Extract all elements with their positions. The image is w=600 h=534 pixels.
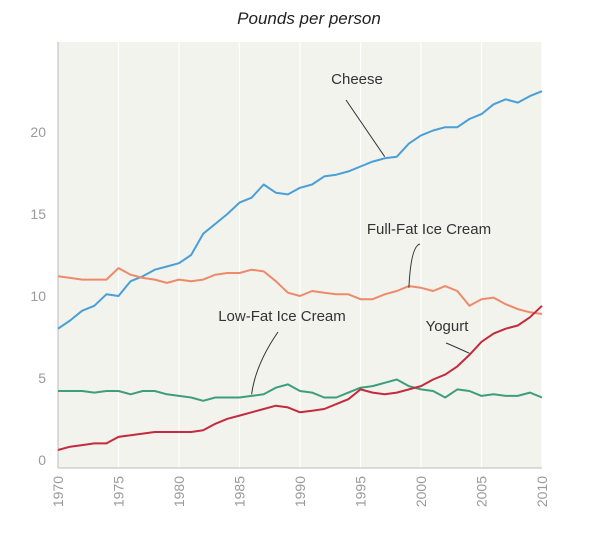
series-lines bbox=[57, 90, 543, 451]
grid-lines bbox=[117, 42, 543, 468]
series-line-full-fat-ice-cream bbox=[57, 267, 543, 315]
series-label-low-fat-ice-cream: Low-Fat Ice Cream bbox=[218, 308, 346, 325]
chart-title: Pounds per person bbox=[237, 9, 381, 28]
axes bbox=[57, 42, 542, 469]
series-label-full-fat-ice-cream: Full-Fat Ice Cream bbox=[367, 221, 491, 238]
x-tick-labels: 1970 1975 1980 1985 1990 1995 2000 2005 2010 bbox=[50, 476, 550, 507]
y-tick-label-0: 0 bbox=[38, 452, 46, 468]
x-tick-label-1995: 1995 bbox=[353, 476, 369, 507]
y-tick-label-10: 10 bbox=[30, 288, 46, 304]
x-tick-label-1985: 1985 bbox=[232, 476, 248, 507]
x-tick-label-1980: 1980 bbox=[171, 476, 187, 507]
leader-line-cheese bbox=[345, 99, 386, 157]
y-tick-label-20: 20 bbox=[30, 124, 46, 140]
leader-line-low-fat-ice-cream bbox=[251, 331, 279, 395]
x-tick-label-1970: 1970 bbox=[50, 476, 66, 507]
x-tick-label-1990: 1990 bbox=[292, 476, 308, 507]
series-label-cheese: Cheese bbox=[331, 71, 383, 88]
series-label-yogurt: Yogurt bbox=[426, 318, 470, 335]
leader-line-yogurt bbox=[445, 342, 470, 354]
x-tick-label-2000: 2000 bbox=[413, 476, 429, 507]
series-line-cheese bbox=[57, 90, 543, 330]
y-tick-labels: 0 5 10 15 20 bbox=[30, 124, 46, 468]
series-line-low-fat-ice-cream bbox=[58, 378, 543, 402]
y-tick-label-15: 15 bbox=[30, 206, 46, 222]
x-tick-label-2005: 2005 bbox=[474, 476, 490, 507]
leader-line-full-fat-ice-cream bbox=[408, 243, 421, 288]
series-labels: Cheese Full-Fat Ice Cream Low-Fat Ice Crea… bbox=[218, 71, 491, 395]
x-tick-label-1975: 1975 bbox=[111, 476, 127, 507]
series-line-yogurt bbox=[57, 305, 543, 451]
x-tick-label-2010: 2010 bbox=[534, 476, 550, 507]
y-tick-label-5: 5 bbox=[38, 370, 46, 386]
